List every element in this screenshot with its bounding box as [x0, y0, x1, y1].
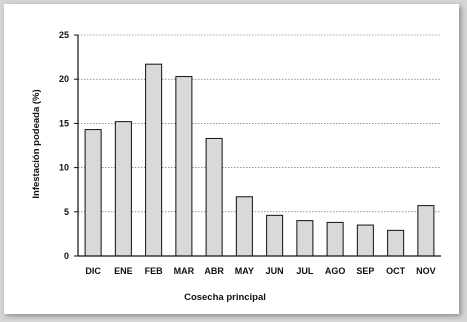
- gridlines: [78, 34, 441, 213]
- bar-abr: [205, 137, 223, 257]
- bar-sep: [356, 224, 374, 257]
- bar-ago: [326, 221, 344, 257]
- y-tick-labels: 0 5 10 15 20 25: [59, 30, 69, 261]
- chart-card: 0 5 10 15 20 25 DIC ENE FEB MAR ABR MAY JUN JUL AGO SE…: [4, 4, 459, 314]
- x-tick-label-ago: AGO: [325, 266, 346, 276]
- x-tick-label-mar: MAR: [174, 266, 195, 276]
- y-tick-label-20: 20: [59, 74, 69, 84]
- y-tick-label-5: 5: [64, 207, 69, 217]
- x-tick-label-jun: JUN: [266, 266, 284, 276]
- x-axis-title: Cosecha principal: [184, 292, 266, 303]
- bars: [84, 63, 435, 257]
- x-tick-labels: DIC ENE FEB MAR ABR MAY JUN JUL AGO SEP OCT NOV: [85, 266, 435, 276]
- x-tick-label-oct: OCT: [386, 266, 406, 276]
- x-tick-label-may: MAY: [235, 266, 254, 276]
- x-tick-label-ene: ENE: [114, 266, 133, 276]
- bar-mar: [175, 76, 193, 257]
- y-tick-label-0: 0: [64, 251, 69, 261]
- x-tick-label-nov: NOV: [416, 266, 436, 276]
- x-tick-label-abr: ABR: [204, 266, 224, 276]
- x-tick-label-dic: DIC: [85, 266, 101, 276]
- x-tick-label-feb: FEB: [145, 266, 164, 276]
- y-tick-label-25: 25: [59, 30, 69, 40]
- bar-jul: [296, 220, 314, 257]
- bar-chart: 0 5 10 15 20 25 DIC ENE FEB MAR ABR MAY JUN JUL AGO SE…: [31, 30, 441, 303]
- bar-jun: [266, 214, 284, 257]
- x-tick-label-jul: JUL: [296, 266, 314, 276]
- x-tick-label-sep: SEP: [356, 266, 374, 276]
- bar-dic: [84, 129, 102, 257]
- axes: [74, 34, 441, 257]
- y-axis-title: Infestación podeada (%): [31, 89, 42, 198]
- bar-feb: [145, 63, 163, 257]
- bar-ene: [114, 121, 132, 257]
- bar-oct: [387, 229, 405, 257]
- y-tick-label-15: 15: [59, 118, 69, 128]
- bar-nov: [417, 205, 435, 257]
- bar-may: [235, 196, 253, 257]
- y-tick-label-10: 10: [59, 163, 69, 173]
